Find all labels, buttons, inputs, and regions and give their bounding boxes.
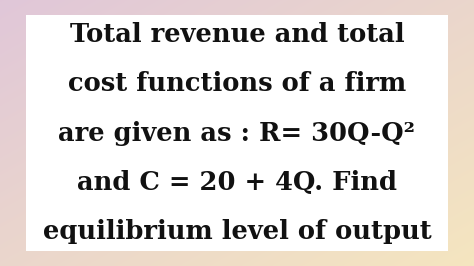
Text: cost functions of a firm: cost functions of a firm: [68, 71, 406, 96]
Text: are given as : R= 30Q-Q²: are given as : R= 30Q-Q²: [58, 120, 416, 146]
Text: and C = 20 + 4Q. Find: and C = 20 + 4Q. Find: [77, 170, 397, 195]
FancyBboxPatch shape: [26, 15, 448, 251]
Text: Total revenue and total: Total revenue and total: [70, 22, 404, 47]
Text: equilibrium level of output: equilibrium level of output: [43, 219, 431, 244]
